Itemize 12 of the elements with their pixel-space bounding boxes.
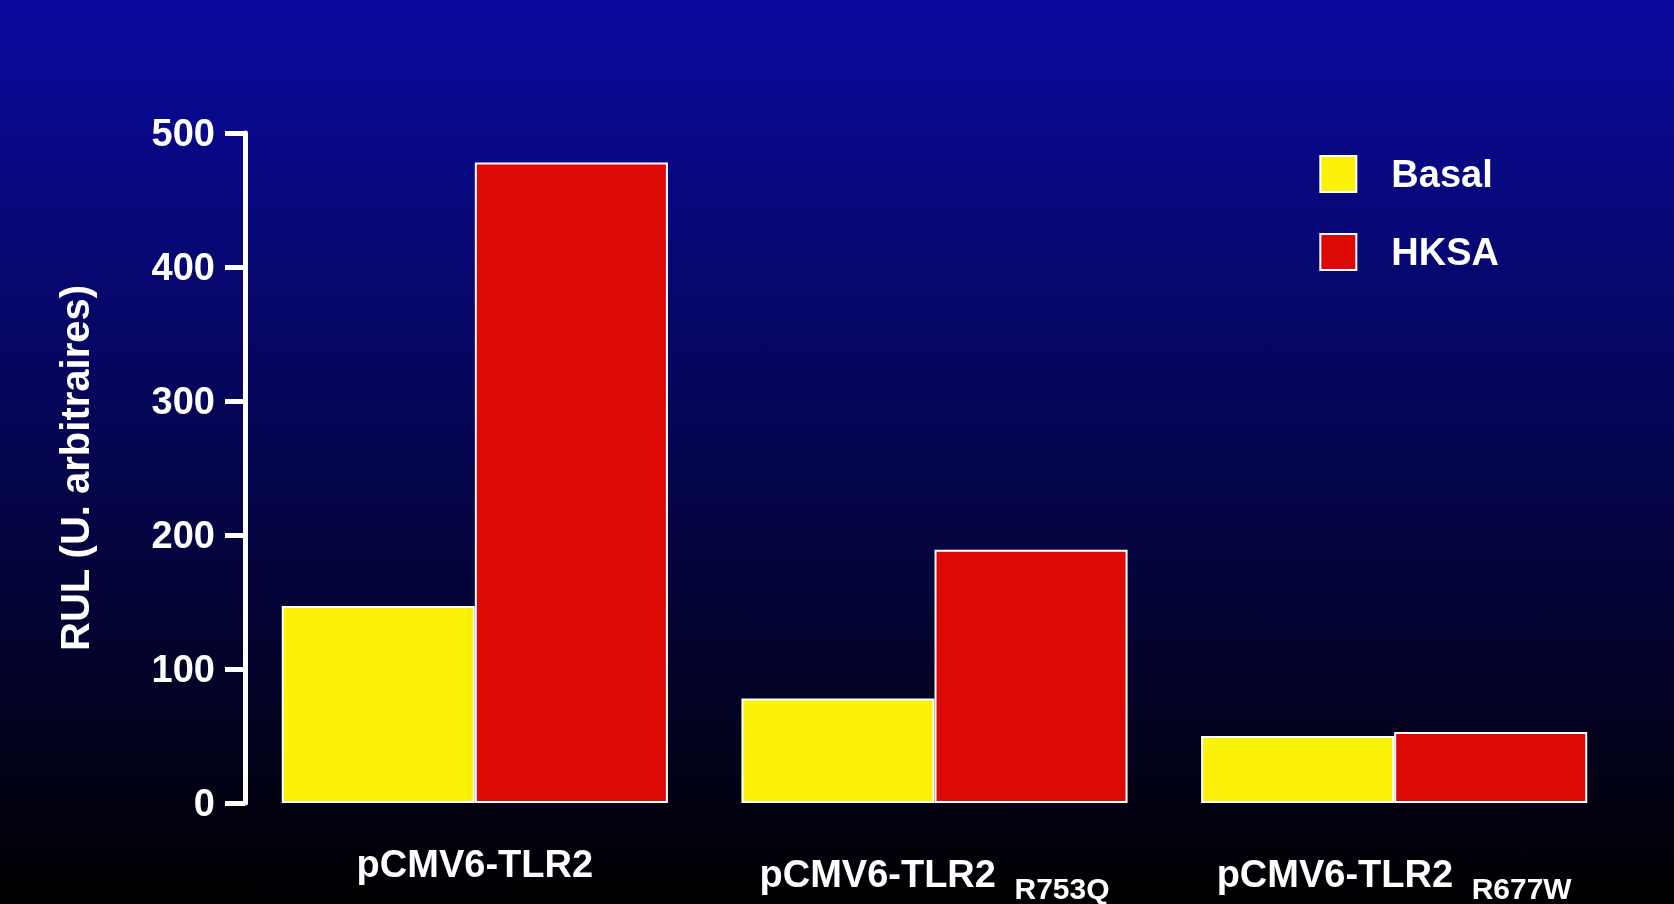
y-tick-label: 300 <box>151 380 215 422</box>
y-tick-label: 100 <box>151 648 215 690</box>
x-tick-label: pCMV6-TLR2 R753Q <box>759 853 1110 904</box>
legend-label: HKSA <box>1391 231 1500 273</box>
x-tick-label: pCMV6-TLR2 <box>356 843 594 885</box>
y-tick-label: 0 <box>193 782 215 824</box>
y-tick-label: 500 <box>151 112 215 154</box>
y-tick-label: 200 <box>151 514 215 556</box>
legend-label: Basal <box>1391 153 1493 195</box>
x-tick-label: pCMV6-TLR2 R677W <box>1216 853 1573 904</box>
y-axis-title: RUL (U. arbitraires) <box>53 284 97 652</box>
y-tick-label: 400 <box>151 246 215 288</box>
